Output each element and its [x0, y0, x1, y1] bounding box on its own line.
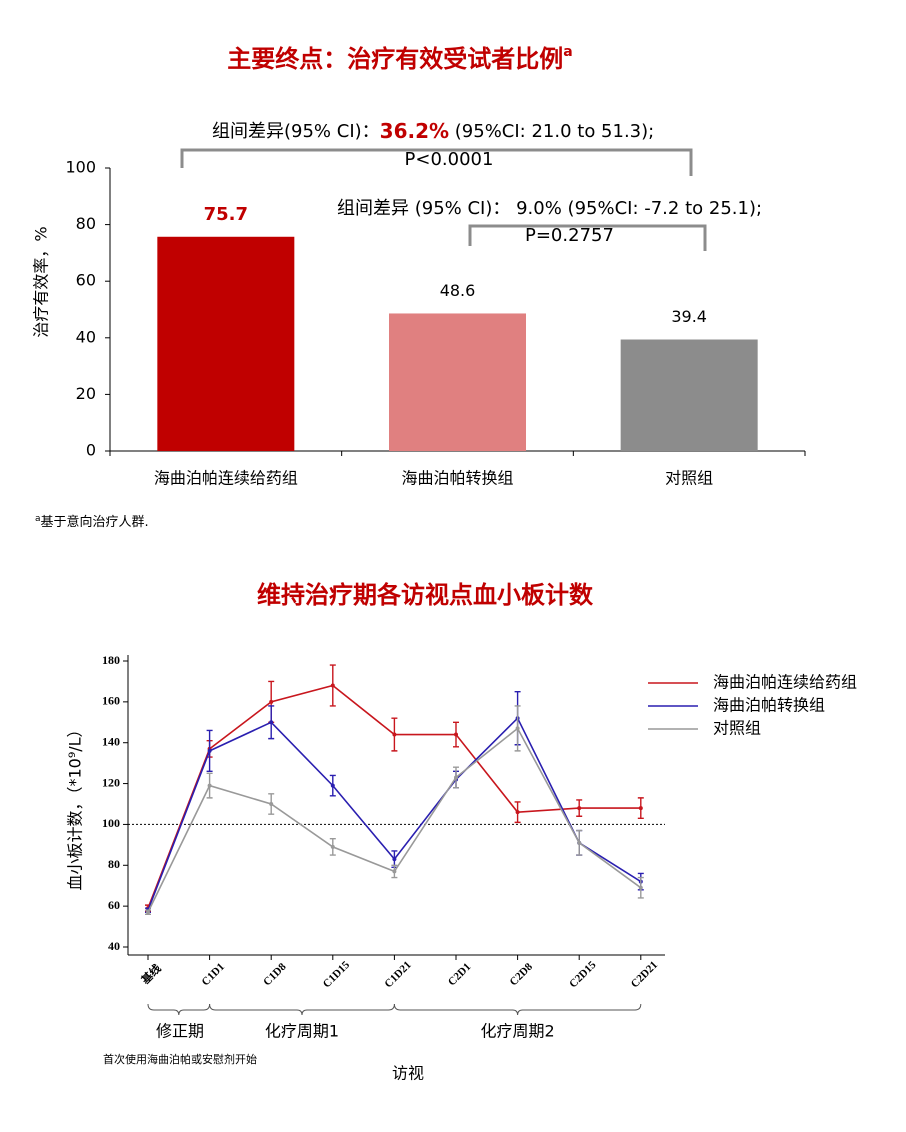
chart-title: 维持治疗期各访视点血小板计数: [257, 581, 594, 609]
data-point: [515, 810, 520, 815]
data-point: [269, 699, 274, 704]
data-point: [392, 869, 397, 874]
x-tick-label: 基线: [138, 961, 164, 987]
data-point: [638, 885, 643, 890]
group-label: 化疗周期1: [265, 1022, 339, 1041]
series-line: [147, 727, 642, 913]
footnote: a基于意向治疗人群.: [35, 514, 149, 530]
title-sup: a: [563, 44, 572, 60]
x-tick-label: C1D1: [200, 961, 227, 988]
group-bracket: [209, 1003, 395, 1016]
legend-label: 海曲泊帕转换组: [713, 696, 825, 715]
data-point: [269, 720, 274, 725]
x-note: 首次使用海曲泊帕或安慰剂开始: [103, 1053, 257, 1066]
data-point: [454, 775, 458, 780]
x-tick-label: C2D1: [446, 961, 473, 988]
annotation: P=0.2757: [525, 225, 614, 246]
x-tick-label: 对照组: [665, 469, 713, 488]
y-tick-label: 40: [76, 327, 96, 346]
value-label: 75.7: [204, 204, 248, 225]
data-point: [392, 857, 397, 862]
y-tick-label: 80: [76, 214, 96, 233]
footnote-text: 基于意向治疗人群.: [41, 514, 149, 530]
x-tick-label: C2D15: [567, 959, 599, 991]
x-tick-label: 海曲泊帕连续给药组: [154, 469, 298, 488]
data-point: [515, 726, 520, 731]
annotation: P<0.0001: [405, 149, 494, 170]
bracket: [468, 224, 707, 251]
annotation-text: 组间差异(95% CI)：: [212, 121, 380, 142]
y-tick-label: 180: [102, 653, 120, 667]
x-tick-label: C2D8: [508, 961, 536, 989]
y-tick-label: 100: [102, 816, 120, 830]
y-tick-label: 0: [86, 441, 96, 460]
x-tick-label: C1D21: [382, 959, 413, 990]
x-tick-label: C1D8: [261, 961, 289, 989]
data-point: [454, 732, 458, 737]
y-tick-label: 80: [108, 857, 120, 871]
group-bracket: [393, 1003, 642, 1016]
bar: [620, 339, 758, 451]
y-tick-label: 60: [76, 271, 96, 290]
value-label: 48.6: [440, 281, 476, 300]
group-label: 化疗周期2: [481, 1022, 555, 1041]
data-point: [330, 844, 335, 849]
chart-title: 主要终点：治疗有效受试者比例a: [227, 44, 572, 73]
data-point: [330, 683, 335, 688]
title-text: 主要终点：治疗有效受试者比例: [227, 45, 563, 73]
annotation: 组间差异(95% CI)：36.2% (95%CI: 21.0 to 51.3)…: [212, 119, 654, 143]
x-tick-label: C2D21: [629, 959, 660, 990]
bar: [389, 313, 526, 451]
data-point: [577, 840, 582, 845]
y-tick-label: 160: [102, 694, 120, 708]
y-tick-label: 40: [108, 939, 120, 953]
value-label: 39.4: [671, 307, 707, 326]
y-tick-label: 20: [76, 384, 96, 403]
y-tick-label: 60: [108, 898, 120, 912]
group-bracket: [147, 1003, 211, 1016]
y-axis-label: 血小板计数，（*10⁹/L）: [66, 721, 85, 890]
data-point: [330, 783, 335, 788]
y-axis-label: 治疗有效率，%: [32, 226, 51, 337]
data-point: [577, 806, 582, 811]
data-point: [638, 806, 643, 811]
y-tick-label: 120: [102, 775, 120, 789]
footnote-marker: a: [35, 514, 41, 524]
legend-label: 对照组: [713, 719, 761, 738]
data-point: [146, 910, 150, 915]
data-point: [207, 748, 212, 753]
annotation-highlight: 36.2%: [380, 119, 449, 143]
data-point: [207, 783, 212, 788]
annotation: 组间差异 (95% CI)： 9.0% (95%CI: -7.2 to 25.1…: [337, 198, 762, 219]
data-point: [269, 802, 274, 806]
y-tick-label: 140: [102, 734, 120, 748]
legend-label: 海曲泊帕连续给药组: [713, 673, 857, 692]
data-point: [392, 732, 397, 737]
x-axis-label: 访视: [392, 1064, 424, 1083]
y-tick-label: 100: [65, 158, 96, 177]
group-label: 修正期: [156, 1022, 204, 1041]
bar: [157, 236, 295, 451]
x-tick-label: C1D15: [321, 959, 353, 991]
x-tick-label: 海曲泊帕转换组: [401, 469, 513, 488]
bracket: [180, 148, 693, 176]
annotation-text: (95%CI: 21.0 to 51.3);: [449, 121, 654, 142]
